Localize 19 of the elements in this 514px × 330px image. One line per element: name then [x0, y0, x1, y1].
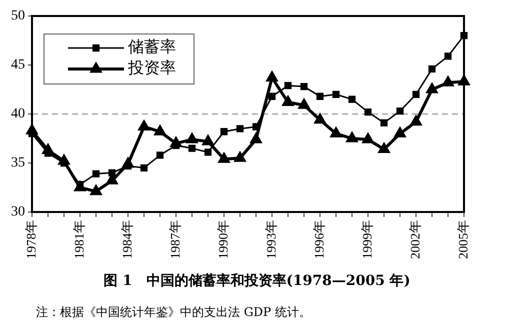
x-tick-label: 1990年 [215, 220, 230, 259]
x-tick-label: 2005年 [455, 220, 470, 259]
x-tick-label: 1987年 [167, 220, 182, 259]
x-tick-label: 2002年 [407, 220, 422, 259]
text: 图 1 中国的储蓄率和投资率(1978—2005 年) [102, 272, 412, 290]
x-tick-label: 1978年 [23, 220, 38, 259]
x-tick-label: 1993年 [263, 220, 278, 259]
text: 注：根据《中国统计年鉴》中的支出法 GDP 统计。 [36, 304, 311, 321]
x-tick-label: 1999年 [359, 220, 374, 259]
x-tick-label: 1996年 [311, 220, 326, 259]
x-tick-label: 1981年 [71, 220, 86, 259]
y-tick-label: 50 [11, 8, 25, 24]
y-tick-label: 40 [11, 106, 25, 122]
y-tick-label: 30 [11, 204, 25, 220]
x-tick-label: 1984年 [119, 220, 134, 259]
y-tick-label: 35 [11, 156, 25, 171]
y-tick-label: 45 [11, 58, 25, 73]
legend-label: 储蓄率 [128, 37, 176, 56]
legend-label: 投资率 [127, 58, 176, 78]
